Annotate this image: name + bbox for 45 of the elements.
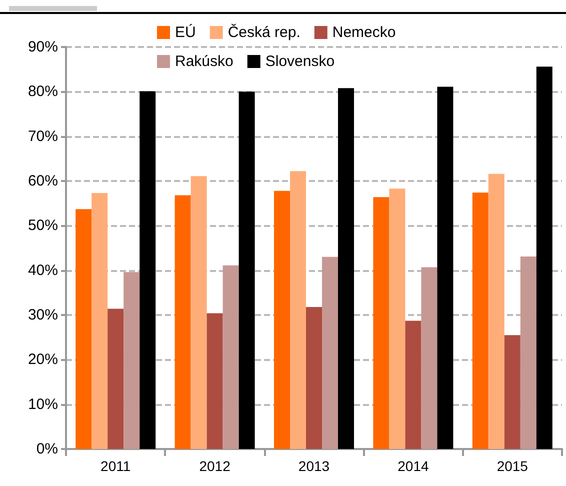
y-tick-label: 50% [28,217,58,234]
x-tick-label: 2014 [398,458,429,474]
y-tick-label: 20% [28,351,58,368]
legend-label: Rakúsko [175,53,234,70]
legend-label: Slovensko [265,53,335,70]
y-tick-label: 30% [28,306,58,324]
bar [238,92,255,449]
y-tick-label: 70% [28,128,58,145]
y-tick-label: 80% [28,83,58,100]
bar [520,256,536,449]
bar [405,320,422,449]
bar [437,86,454,449]
bar [140,91,156,449]
bar [124,272,140,449]
bar [389,188,406,449]
bar [536,66,552,449]
bar [190,176,207,449]
bar [174,195,191,449]
x-tick-label: 2015 [496,458,528,474]
bar [373,197,390,449]
x-tick-label: 2012 [199,458,231,474]
legend-label: Nemecko [332,24,396,41]
x-tick-label: 2011 [100,458,131,474]
bar [108,308,124,449]
y-tick-label: 0% [36,440,58,458]
bar [338,88,354,449]
bar [322,256,338,449]
y-tick-label: 10% [28,396,58,413]
bar [222,265,239,449]
bar [76,209,92,449]
bar [206,313,223,449]
y-tick-label: 90% [28,38,58,56]
bar [504,335,520,449]
bar [421,267,438,449]
legend-label: EÚ [175,23,196,41]
bar [488,174,504,449]
y-tick-label: 40% [28,262,58,279]
bar [306,306,322,449]
x-tick-label: 2013 [298,458,330,474]
bar [472,192,488,449]
bar [290,171,306,449]
y-tick-label: 60% [28,172,58,190]
legend-label: Česká rep. [228,23,300,41]
bar [92,193,108,449]
bar [274,190,290,449]
